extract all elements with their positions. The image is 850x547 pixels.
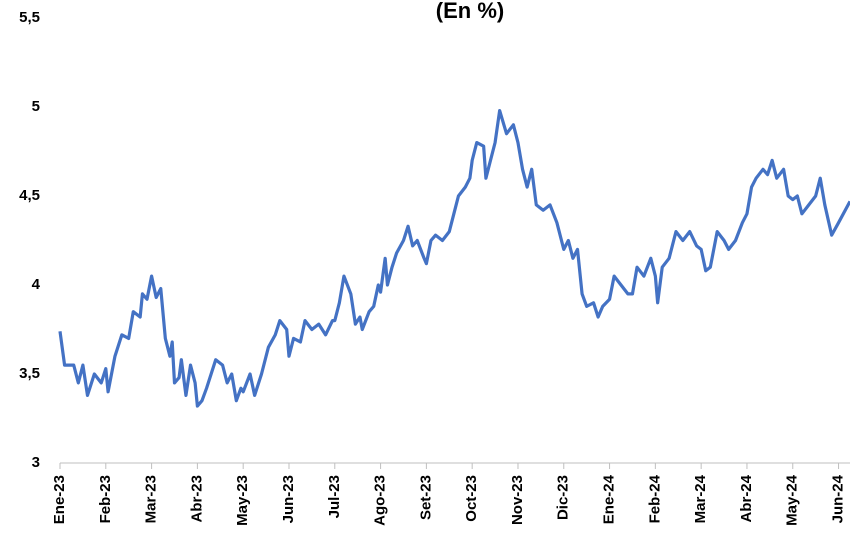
line-series xyxy=(58,108,850,408)
x-tick-label: Mar-24 xyxy=(692,474,709,523)
x-tick-label: Feb-23 xyxy=(97,475,114,523)
x-tick-label: Abr-24 xyxy=(738,474,755,522)
y-tick-label: 3 xyxy=(32,454,40,471)
x-tick-label: Jul-23 xyxy=(326,475,343,518)
y-tick-label: 3,5 xyxy=(19,365,40,382)
x-tick-label: Nov-23 xyxy=(509,475,526,525)
x-tick-label: Feb-24 xyxy=(646,474,663,523)
x-tick-label: Dic-23 xyxy=(555,475,572,520)
x-tick-label: Ene-23 xyxy=(51,475,68,524)
y-tick-label: 4,5 xyxy=(19,187,40,204)
x-tick-label: May-24 xyxy=(784,474,801,526)
y-tick-label: 5 xyxy=(32,98,40,115)
x-tick-label: Oct-23 xyxy=(463,475,480,522)
x-tick-label: Set-23 xyxy=(417,475,434,520)
x-tick-label: Mar-23 xyxy=(143,475,160,523)
y-tick-label: 5,5 xyxy=(19,9,40,26)
chart-title: (En %) xyxy=(436,0,504,23)
x-tick-label: Ago-23 xyxy=(372,475,389,526)
x-tick-label: Abr-23 xyxy=(188,475,205,523)
y-tick-label: 4 xyxy=(32,276,41,293)
x-tick-label: Jun-24 xyxy=(830,474,847,523)
x-tick-label: May-23 xyxy=(234,475,251,526)
x-tick-label: Jun-23 xyxy=(280,475,297,523)
x-tick-label: Ene-24 xyxy=(601,474,618,524)
